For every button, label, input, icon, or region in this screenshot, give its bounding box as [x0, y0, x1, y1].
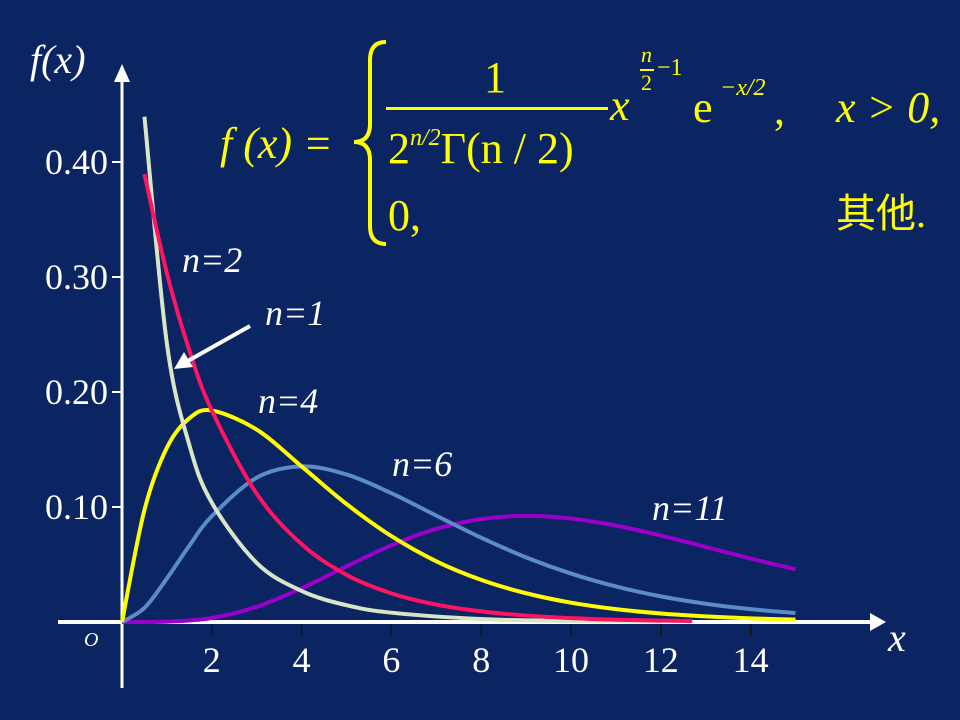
formula-lhs: f (x) = — [220, 119, 333, 168]
origin-label: O — [84, 629, 99, 651]
series-label-n6: n=6 — [392, 444, 453, 484]
series-label-n1: n=1 — [265, 293, 326, 333]
case2-condition: 其他. — [836, 191, 926, 236]
x-tick-label: 2 — [203, 640, 221, 680]
series-label-n11: n=11 — [652, 488, 728, 528]
power-exp-den: 2 — [641, 70, 652, 95]
exp-base: e — [693, 83, 713, 132]
x-axis-arrow-icon — [870, 613, 886, 631]
series-line-n6 — [120, 464, 796, 624]
denominator-exponent: n/2 — [410, 125, 441, 151]
series-line-n11 — [121, 513, 796, 625]
series-line-n2 — [142, 173, 693, 623]
x-tick-label: 10 — [553, 640, 589, 680]
annotation-arrowhead-icon — [174, 352, 193, 369]
formula-numerator: 1 — [484, 53, 506, 102]
power-exp-bar — [640, 69, 654, 71]
power-exp-num: n — [641, 42, 652, 67]
y-tick-label: 0.40 — [45, 142, 108, 182]
annotation-arrow-line — [185, 324, 251, 364]
case1-condition: x > 0, — [836, 83, 941, 132]
y-tick-label: 0.20 — [45, 372, 108, 412]
series-line-n1 — [142, 116, 661, 624]
y-axis-label: f(x) — [30, 37, 86, 82]
x-tick-label: 6 — [382, 640, 400, 680]
x-axis-label: x — [888, 615, 906, 660]
formula-brace — [353, 40, 387, 246]
fraction-bar — [386, 107, 608, 110]
formula-denominator: 2n/2Γ(n / 2) — [388, 126, 574, 171]
y-tick-label: 0.10 — [45, 487, 108, 527]
series-line-n4 — [120, 408, 796, 623]
y-axis-arrow-icon — [114, 64, 130, 82]
x-tick-label: 12 — [643, 640, 679, 680]
power-exp-tail: −1 — [657, 55, 683, 81]
x-tick-label: 8 — [472, 640, 490, 680]
x-tick-label: 14 — [733, 640, 769, 680]
denominator-base: 2 — [388, 124, 410, 173]
exp-exponent: −x/2 — [720, 75, 766, 101]
y-tick-label: 0.30 — [45, 257, 108, 297]
case2-value: 0, — [388, 191, 421, 240]
denominator-gamma: Γ(n / 2) — [440, 124, 574, 173]
series-label-n4: n=4 — [258, 381, 319, 421]
x-tick-label: 4 — [293, 640, 311, 680]
case1-comma: , — [774, 85, 785, 134]
power-base: x — [610, 81, 630, 130]
series-label-n2: n=2 — [182, 240, 243, 280]
